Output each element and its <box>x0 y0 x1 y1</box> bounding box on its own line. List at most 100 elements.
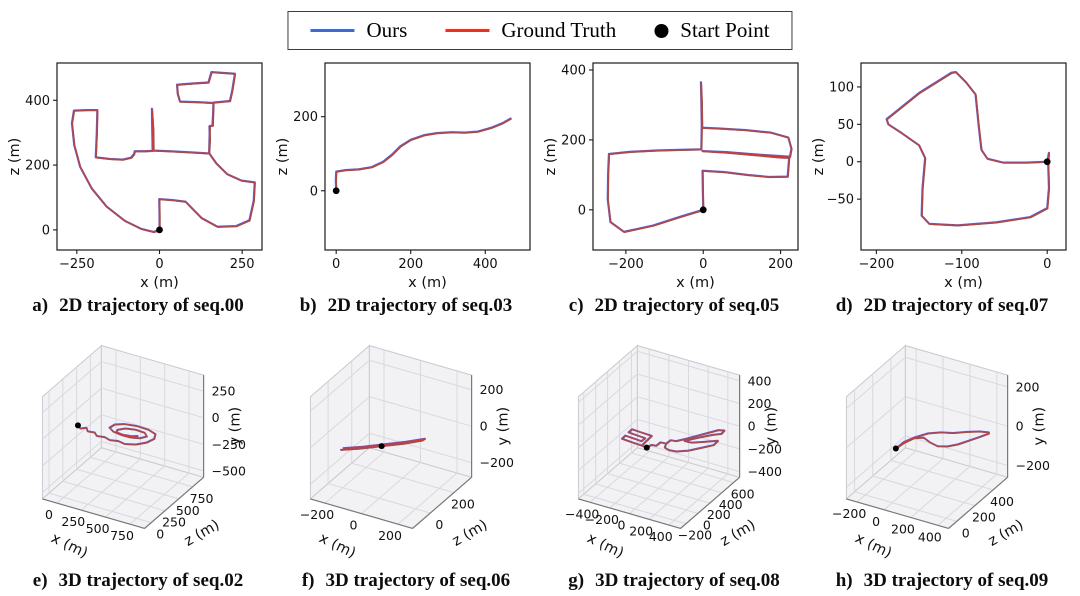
svg-text:y (m): y (m) <box>764 407 780 446</box>
figure-canvas: −250 0 250 0 200 400 x (m) z (m) a) 2D trajector… <box>4 56 1076 592</box>
caption-label: c) <box>568 295 584 316</box>
svg-text:−200: −200 <box>1016 458 1050 473</box>
subplot-g: −400 −200 0 200 400 −200 0 200 400 600 −400 −200 0 20… <box>540 337 808 592</box>
svg-text:200: 200 <box>293 110 318 125</box>
svg-text:200: 200 <box>891 522 915 537</box>
subplot-h-caption: h) 3D trajectory of seq.09 <box>836 570 1049 592</box>
caption-title: 3D trajectory of seq.08 <box>595 570 780 591</box>
svg-text:750: 750 <box>190 491 214 506</box>
svg-text:400: 400 <box>649 529 673 544</box>
chart-2d-seq00: −250 0 250 0 200 400 x (m) z (m) <box>7 62 263 291</box>
caption-label: g) <box>568 570 585 591</box>
svg-text:200: 200 <box>378 528 402 543</box>
svg-text:50: 50 <box>837 118 854 133</box>
svg-text:400: 400 <box>25 94 50 109</box>
svg-text:0: 0 <box>699 257 707 272</box>
svg-text:−200: −200 <box>859 257 895 272</box>
legend-item-ground-truth: Ground Truth <box>445 18 616 43</box>
caption-label: f) <box>301 570 315 591</box>
subplot-b: 0 200 400 0 200 x (m) z (m) b) 2D trajectory of… <box>272 56 540 317</box>
svg-text:z (m): z (m) <box>811 138 827 176</box>
svg-text:200: 200 <box>707 507 731 522</box>
svg-text:−100: −100 <box>944 257 980 272</box>
svg-text:0: 0 <box>1043 257 1051 272</box>
svg-text:−200: −200 <box>585 512 619 527</box>
svg-text:0: 0 <box>332 257 340 272</box>
svg-text:400: 400 <box>918 529 942 544</box>
subplot-g-caption: g) 3D trajectory of seq.08 <box>568 570 779 592</box>
svg-text:0: 0 <box>155 257 163 272</box>
svg-text:0: 0 <box>45 507 53 522</box>
svg-text:0: 0 <box>578 203 586 218</box>
svg-text:0: 0 <box>480 419 488 434</box>
subplot-d: −200 −100 0 −50 0 50 100 x (m) z (m) d) 2D trajec… <box>808 56 1076 317</box>
caption-label: a) <box>32 295 49 316</box>
svg-text:−200: −200 <box>832 506 866 521</box>
svg-text:200: 200 <box>629 523 653 538</box>
svg-text:−200: −200 <box>608 257 644 272</box>
subplot-a-caption: a) 2D trajectory of seq.00 <box>32 295 243 317</box>
svg-text:z (m): z (m) <box>182 517 223 550</box>
svg-text:−250: −250 <box>59 257 95 272</box>
ground-truth-line-icon <box>445 29 490 32</box>
caption-title: 2D trajectory of seq.05 <box>594 295 780 316</box>
svg-text:200: 200 <box>451 497 475 512</box>
svg-text:y (m): y (m) <box>1032 407 1048 446</box>
svg-text:−250: −250 <box>212 437 246 452</box>
subplot-a: −250 0 250 0 200 400 x (m) z (m) a) 2D trajector… <box>4 56 272 317</box>
svg-text:0: 0 <box>748 419 756 434</box>
svg-text:x (m): x (m) <box>584 530 626 561</box>
svg-text:x (m): x (m) <box>140 275 179 291</box>
subplot-e-caption: e) 3D trajectory of seq.02 <box>33 570 243 592</box>
svg-text:0: 0 <box>703 517 711 532</box>
legend: Ours Ground Truth Start Point <box>287 11 793 50</box>
svg-text:y (m): y (m) <box>496 407 512 446</box>
svg-text:200: 200 <box>480 382 504 397</box>
subplot-f: −200 0 200 0 200 −200 0 200 x (m) z (m) y (m) f) 3D… <box>272 337 540 592</box>
svg-text:x (m): x (m) <box>48 530 90 561</box>
svg-text:−200: −200 <box>678 528 712 543</box>
svg-text:0: 0 <box>310 184 318 199</box>
svg-text:500: 500 <box>86 521 110 536</box>
chart-2d-seq03: 0 200 400 0 200 x (m) z (m) <box>275 62 531 291</box>
svg-text:y (m): y (m) <box>228 407 244 446</box>
caption-title: 2D trajectory of seq.00 <box>59 295 244 316</box>
subplot-f-caption: f) 3D trajectory of seq.06 <box>302 570 510 592</box>
ours-line-icon <box>310 29 355 32</box>
legend-label-start-point: Start Point <box>680 18 770 42</box>
subplot-b-caption: b) 2D trajectory of seq.03 <box>300 295 513 317</box>
svg-text:x (m): x (m) <box>676 275 715 291</box>
svg-text:x (m): x (m) <box>852 530 894 561</box>
svg-text:200: 200 <box>561 133 586 148</box>
svg-text:600: 600 <box>731 486 755 501</box>
svg-text:400: 400 <box>990 494 1014 509</box>
subplot-e: 0 250 500 750 0 250 500 750 −500 −250 0 250 x (m) z (… <box>4 337 272 592</box>
svg-text:−200: −200 <box>300 507 334 522</box>
caption-title: 2D trajectory of seq.03 <box>327 295 513 316</box>
svg-text:250: 250 <box>212 384 236 399</box>
row-2d-trajectories: −250 0 250 0 200 400 x (m) z (m) a) 2D trajector… <box>4 56 1076 317</box>
svg-text:−200: −200 <box>748 441 782 456</box>
svg-text:−50: −50 <box>827 193 854 208</box>
svg-text:0: 0 <box>212 410 220 425</box>
svg-text:400: 400 <box>473 257 498 272</box>
svg-text:400: 400 <box>561 63 586 78</box>
caption-title: 3D trajectory of seq.09 <box>863 570 1049 591</box>
svg-text:250: 250 <box>230 257 255 272</box>
svg-text:0: 0 <box>1016 419 1024 434</box>
subplot-c-caption: c) 2D trajectory of seq.05 <box>569 295 779 317</box>
svg-text:750: 750 <box>110 528 134 543</box>
svg-text:x (m): x (m) <box>944 275 983 291</box>
caption-title: 2D trajectory of seq.07 <box>863 295 1049 316</box>
chart-3d-seq06: −200 0 200 0 200 −200 0 200 x (m) z (m) y (m) <box>300 344 514 562</box>
chart-2d-seq07: −200 −100 0 −50 0 50 100 x (m) z (m) <box>811 62 1067 291</box>
subplot-h: −200 0 200 400 0 200 400 −200 0 200 x (m) z (m) y (m… <box>808 337 1076 592</box>
svg-text:−500: −500 <box>212 463 246 478</box>
caption-label: e) <box>32 570 48 591</box>
svg-text:0: 0 <box>350 518 358 533</box>
row-3d-trajectories: 0 250 500 750 0 250 500 750 −500 −250 0 250 x (m) z (… <box>4 337 1076 592</box>
svg-text:200: 200 <box>398 257 423 272</box>
svg-text:z (m): z (m) <box>275 138 291 176</box>
